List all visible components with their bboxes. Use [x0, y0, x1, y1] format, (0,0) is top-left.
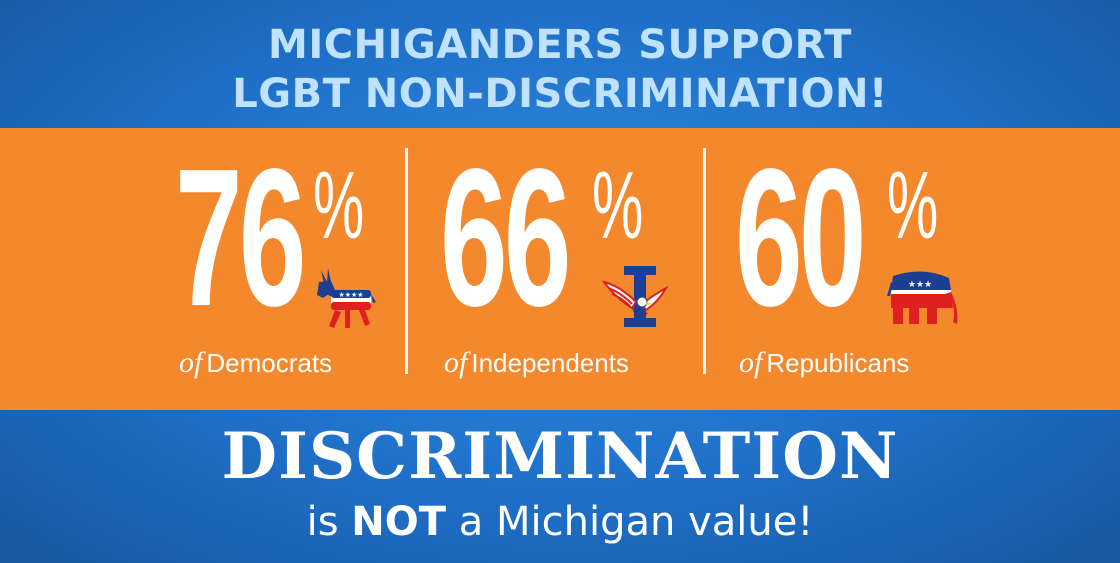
divider	[703, 148, 706, 374]
footer-sub-post: a Michigan value!	[446, 499, 814, 545]
group-name: Independents	[471, 348, 629, 378]
group-name: Democrats	[206, 348, 333, 378]
stat-democrats: 76 % ★★★★	[175, 128, 400, 410]
stat-label: of Republicans	[739, 346, 910, 379]
stats-band: 76 % ★★★★	[0, 128, 1120, 410]
stat-independents: 66 % of Independents	[440, 128, 685, 410]
stat-value: 60	[735, 128, 866, 347]
percent-sign: %	[313, 152, 365, 259]
percent-sign: %	[887, 152, 939, 259]
percent-sign: %	[592, 152, 644, 259]
headline-line-2: LGBT NON-DISCRIMINATION!	[232, 71, 888, 117]
of-word: of	[179, 346, 203, 379]
svg-text:★★★: ★★★	[908, 280, 932, 290]
of-word: of	[739, 346, 763, 379]
stat-label: of Independents	[444, 346, 629, 379]
of-word: of	[444, 346, 468, 379]
footer-title: DISCRIMINATION	[221, 419, 899, 494]
footer-sub-bold: NOT	[351, 499, 447, 545]
stat-label: of Democrats	[179, 346, 333, 379]
stat-value: 66	[440, 128, 571, 347]
donkey-icon: ★★★★	[317, 268, 376, 328]
stat-republicans: 60 % ★★★ of Republicans	[735, 128, 980, 410]
footer-sub-pre: is	[306, 499, 352, 545]
svg-text:★★★★: ★★★★	[338, 291, 363, 299]
group-name: Republicans	[766, 348, 910, 378]
footer-subtitle: is NOT a Michigan value!	[0, 497, 1120, 547]
headline-line-1: MICHIGANDERS SUPPORT	[268, 22, 852, 68]
independent-eagle-icon	[602, 266, 668, 327]
elephant-icon: ★★★	[887, 271, 958, 324]
stat-value: 76	[175, 128, 306, 347]
divider	[405, 148, 408, 374]
header: MICHIGANDERS SUPPORT LGBT NON-DISCRIMINA…	[0, 0, 1120, 128]
